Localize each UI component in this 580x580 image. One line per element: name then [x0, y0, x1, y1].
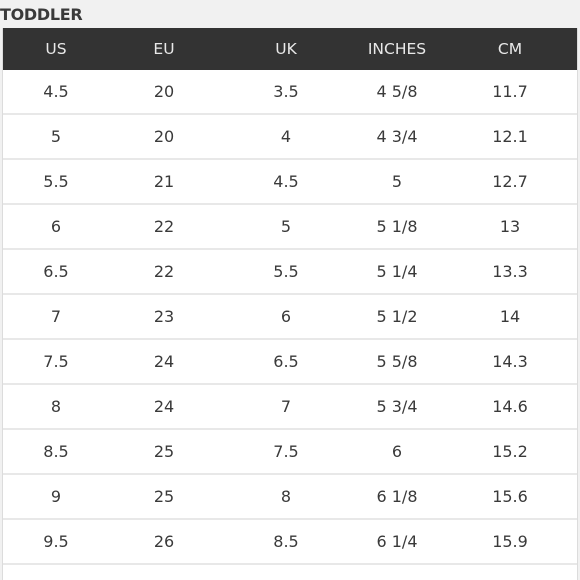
cell-eu: 25: [153, 487, 175, 506]
table-row: 4.5 20 3.5 4 5/8 11.7: [3, 70, 577, 115]
cell-cm: 13: [499, 217, 521, 236]
cell-inches: 4 5/8: [376, 82, 418, 101]
cell-cm: 12.7: [492, 172, 528, 191]
cell-cm: 11.7: [492, 82, 528, 101]
table-row: 7.5 24 6.5 5 5/8 14.3: [3, 340, 577, 385]
table-row: 5 20 4 4 3/4 12.1: [3, 115, 577, 160]
cell-eu: 20: [153, 82, 175, 101]
cell-eu: 20: [153, 127, 175, 146]
cell-uk: 6.5: [273, 352, 299, 371]
cell-eu: 23: [153, 307, 175, 326]
cell-us: 8.5: [43, 442, 69, 461]
table-row: 6.5 22 5.5 5 1/4 13.3: [3, 250, 577, 295]
cell-eu: 24: [153, 397, 175, 416]
cell-uk: 4.5: [273, 172, 299, 191]
cell-cm: 15.2: [492, 442, 528, 461]
cell-inches: 6 1/8: [376, 487, 418, 506]
cell-uk: 7: [280, 397, 292, 416]
cell-us: 6.5: [43, 262, 69, 281]
section-title: TODDLER: [0, 5, 83, 24]
cell-inches: 5 1/8: [376, 217, 418, 236]
size-chart-table: US EU UK INCHES CM 4.5 20 3.5 4 5/8 11.7…: [2, 28, 578, 580]
cell-inches: 4 3/4: [376, 127, 418, 146]
cell-inches: 5: [391, 172, 403, 191]
table-row: 8.5 25 7.5 6 15.2: [3, 430, 577, 475]
table-row: 9.5 26 8.5 6 1/4 15.9: [3, 520, 577, 565]
table-row: 5.5 21 4.5 5 12.7: [3, 160, 577, 205]
cell-cm: 13.3: [492, 262, 528, 281]
cell-cm: 15.6: [492, 487, 528, 506]
cell-us: 9: [50, 487, 62, 506]
table-header-row: US EU UK INCHES CM: [3, 28, 577, 70]
table-row: 8 24 7 5 3/4 14.6: [3, 385, 577, 430]
column-header-eu: EU: [153, 40, 175, 58]
cell-uk: 3.5: [273, 82, 299, 101]
cell-eu: 22: [153, 217, 175, 236]
cell-inches: 5 3/4: [376, 397, 418, 416]
cell-eu: 24: [153, 352, 175, 371]
cell-cm: 14.3: [492, 352, 528, 371]
cell-eu: 25: [153, 442, 175, 461]
cell-us: 4.5: [43, 82, 69, 101]
column-header-us: US: [45, 40, 67, 58]
cell-uk: 6: [280, 307, 292, 326]
cell-us: 7: [50, 307, 62, 326]
cell-cm: 12.1: [492, 127, 528, 146]
cell-cm: 15.9: [492, 532, 528, 551]
cell-cm: 14.6: [492, 397, 528, 416]
cell-inches: 6: [391, 442, 403, 461]
table-row: 6 22 5 5 1/8 13: [3, 205, 577, 250]
cell-inches: 5 1/4: [376, 262, 418, 281]
cell-uk: 5: [280, 217, 292, 236]
cell-us: 5: [50, 127, 62, 146]
column-header-cm: CM: [497, 40, 523, 58]
column-header-uk: UK: [275, 40, 297, 58]
cell-eu: 21: [153, 172, 175, 191]
cell-us: 9.5: [43, 532, 69, 551]
cell-uk: 8: [280, 487, 292, 506]
cell-uk: 5.5: [273, 262, 299, 281]
cell-us: 5.5: [43, 172, 69, 191]
cell-us: 6: [50, 217, 62, 236]
cell-cm: 14: [499, 307, 521, 326]
cell-uk: 4: [280, 127, 292, 146]
table-row: 9 25 8 6 1/8 15.6: [3, 475, 577, 520]
cell-eu: 22: [153, 262, 175, 281]
cell-us: 8: [50, 397, 62, 416]
cell-eu: 26: [153, 532, 175, 551]
cell-inches: 5 1/2: [376, 307, 418, 326]
column-header-inches: INCHES: [367, 40, 427, 58]
cell-uk: 8.5: [273, 532, 299, 551]
cell-inches: 6 1/4: [376, 532, 418, 551]
cell-inches: 5 5/8: [376, 352, 418, 371]
cell-uk: 7.5: [273, 442, 299, 461]
cell-us: 7.5: [43, 352, 69, 371]
table-row: 7 23 6 5 1/2 14: [3, 295, 577, 340]
